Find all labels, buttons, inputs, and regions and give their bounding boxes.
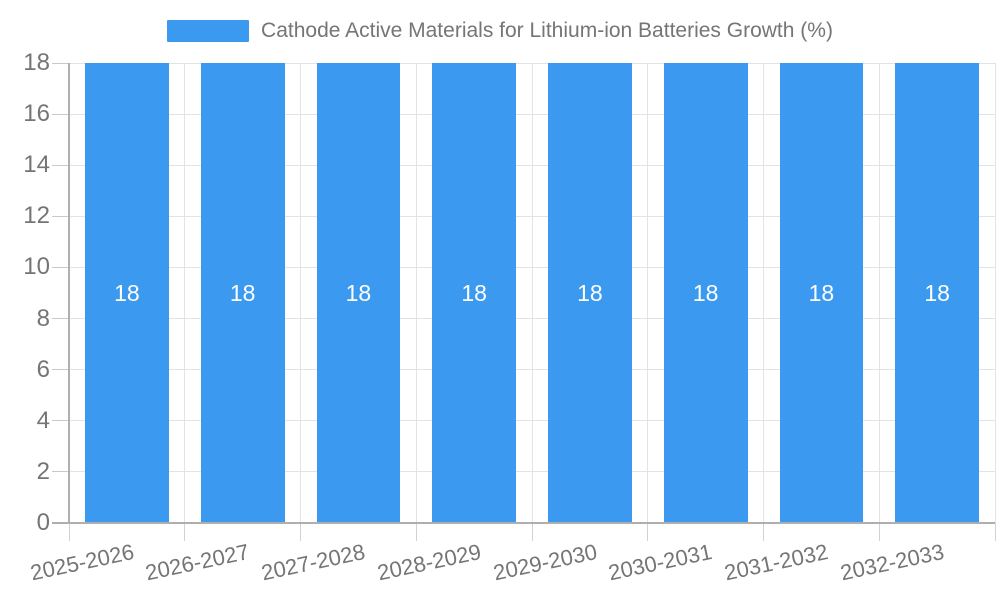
bar-value-label: 18 [924, 280, 950, 306]
bar-2028-2029[interactable]: 18 [432, 63, 516, 523]
y-axis-line [68, 63, 70, 523]
y-axis-tick-label: 0 [36, 509, 50, 536]
x-axis-tick [994, 523, 996, 541]
bar-value-label: 18 [808, 280, 835, 306]
y-axis-tick [52, 164, 69, 166]
bar-value-label: 18 [461, 280, 487, 306]
x-axis-category-label: 2030-2031 [606, 539, 715, 586]
bar-value-label: 18 [692, 280, 719, 306]
y-axis-tick-label: 14 [23, 151, 50, 179]
x-axis-tick [184, 523, 186, 541]
x-axis-category-label: 2026-2027 [143, 539, 252, 586]
x-axis-tick [300, 523, 301, 541]
y-axis-tick [52, 266, 69, 268]
x-gridline [184, 63, 186, 523]
y-axis-tick [52, 420, 69, 422]
x-axis-tick [763, 523, 764, 541]
y-axis-tick [52, 215, 69, 217]
y-axis-tick [52, 62, 69, 64]
x-axis-category-label: 2031-2032 [722, 539, 831, 586]
x-gridline [763, 63, 764, 523]
y-axis-tick [52, 369, 69, 371]
chart-legend[interactable]: Cathode Active Materials for Lithium-ion… [0, 19, 1000, 43]
bar-value-label: 18 [229, 280, 256, 306]
x-axis-tick [415, 523, 417, 541]
y-axis-tick-label: 12 [23, 202, 50, 230]
y-axis-tick-label: 6 [36, 355, 50, 383]
x-axis-tick [531, 523, 533, 541]
x-axis-tick [878, 523, 880, 541]
bar-value-label: 18 [577, 280, 603, 306]
bar-2031-2032[interactable]: 18 [779, 63, 864, 523]
y-axis-tick [52, 471, 69, 473]
y-axis-tick-label: 2 [36, 457, 50, 485]
bar-2025-2026[interactable]: 18 [85, 63, 169, 523]
y-axis-tick [52, 318, 69, 320]
x-axis-tick [647, 523, 649, 541]
x-axis-line [52, 522, 995, 524]
x-gridline [300, 63, 301, 523]
x-gridline [647, 63, 649, 523]
x-gridline [415, 63, 417, 523]
x-axis-category-label: 2027-2028 [259, 539, 368, 586]
x-gridline [878, 63, 880, 523]
x-axis-category-label: 2025-2026 [27, 539, 136, 586]
x-axis-category-label: 2032-2033 [837, 539, 947, 586]
y-axis-tick-label: 18 [23, 49, 50, 76]
y-axis-tick-label: 10 [23, 253, 50, 281]
bar-2026-2027[interactable]: 18 [200, 63, 285, 523]
y-axis-tick-label: 4 [36, 406, 50, 434]
bar-2029-2030[interactable]: 18 [548, 63, 632, 523]
x-axis-category-label: 2029-2030 [490, 539, 599, 586]
x-axis-tick [68, 523, 70, 541]
x-axis-category-label: 2028-2029 [374, 539, 484, 586]
bar-2032-2033[interactable]: 18 [895, 63, 979, 523]
bar-value-label: 18 [345, 280, 372, 306]
y-axis-tick-label: 8 [36, 304, 50, 332]
bar-value-label: 18 [114, 280, 140, 306]
x-gridline [994, 63, 996, 523]
bar-2030-2031[interactable]: 18 [663, 63, 748, 523]
bar-2027-2028[interactable]: 18 [316, 63, 401, 523]
y-axis-tick-label: 16 [23, 100, 50, 128]
y-axis-tick [52, 113, 69, 115]
legend-label: Cathode Active Materials for Lithium-ion… [261, 19, 833, 42]
legend-swatch[interactable] [167, 20, 250, 42]
x-gridline [531, 63, 533, 523]
